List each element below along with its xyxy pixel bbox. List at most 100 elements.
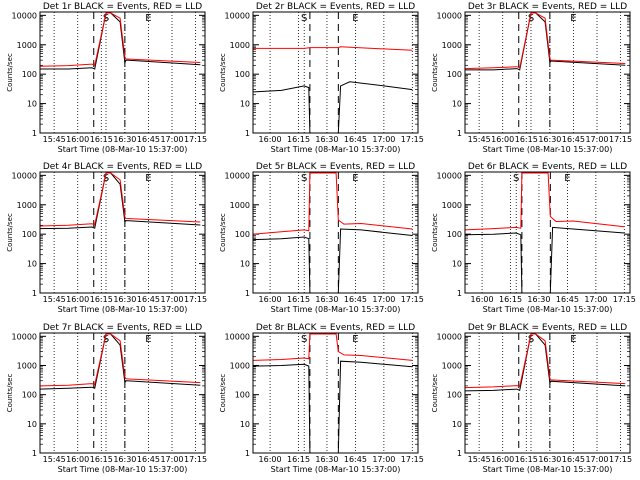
- lld-series-line: [39, 333, 201, 387]
- x-tick-label: 17:00: [372, 135, 395, 144]
- y-tick-label: 100: [235, 391, 250, 400]
- x-tick-label: 15:45: [43, 455, 66, 464]
- y-tick-label: 10: [452, 100, 462, 109]
- panel-title: Det 6r BLACK = Events, RED = LLD: [468, 162, 627, 172]
- x-tick-label: 16:45: [344, 455, 367, 464]
- x-tick-label: 16:15: [287, 135, 310, 144]
- detector-panel-5: Det 5r BLACK = Events, RED = LLD Counts/s…: [219, 162, 424, 314]
- y-axis-label: Counts/sec: [6, 374, 14, 413]
- panel-title: Det 3r BLACK = Events, RED = LLD: [468, 2, 627, 12]
- y-tick-label: 1: [32, 289, 37, 298]
- y-tick-label: 1: [457, 449, 462, 458]
- x-tick-label: 17:15: [184, 455, 207, 464]
- x-tick-label: 16:30: [113, 455, 136, 464]
- y-tick-label: 10000: [12, 11, 37, 20]
- x-tick-label: 17:15: [609, 455, 632, 464]
- y-tick-label: 1000: [230, 361, 250, 370]
- x-tick-label: 17:00: [160, 295, 183, 304]
- x-tick-label: 16:15: [90, 295, 113, 304]
- x-tick-label: 16:15: [90, 135, 113, 144]
- start-marker-label: S: [528, 13, 534, 24]
- y-tick-label: 100: [447, 391, 462, 400]
- y-tick-label: 1: [457, 289, 462, 298]
- y-axis-label: Counts/sec: [219, 213, 227, 252]
- detector-panel-2: Det 2r BLACK = Events, RED = LLD Counts/s…: [219, 2, 424, 154]
- lld-series-line: [464, 172, 625, 231]
- y-axis-label: Counts/sec: [431, 374, 439, 413]
- y-tick-label: 1: [457, 129, 462, 138]
- start-marker-label: S: [528, 334, 534, 345]
- x-tick-label: 16:45: [562, 135, 585, 144]
- lld-series-line: [464, 12, 626, 70]
- x-tick-label: 16:45: [344, 295, 367, 304]
- x-tick-label: 16:45: [137, 135, 160, 144]
- end-marker-label: E: [564, 173, 570, 184]
- lld-series-line: [39, 172, 201, 227]
- events-series-line: [464, 226, 625, 294]
- lld-series-line: [252, 333, 413, 361]
- x-tick-label: 17:15: [613, 295, 636, 304]
- x-tick-label: 17:15: [184, 295, 207, 304]
- x-axis-label: Start Time (08-Mar-10 15:37:00): [58, 145, 188, 154]
- x-tick-label: 16:15: [287, 295, 310, 304]
- x-axis-label: Start Time (08-Mar-10 15:37:00): [271, 145, 401, 154]
- x-tick-label: 17:15: [401, 455, 424, 464]
- x-tick-label: 16:30: [113, 295, 136, 304]
- x-axis-label: Start Time (08-Mar-10 15:37:00): [58, 465, 188, 474]
- end-marker-label: E: [570, 334, 576, 345]
- x-tick-label: 16:00: [66, 455, 89, 464]
- plot-frame: [252, 11, 419, 134]
- y-tick-label: 1: [245, 289, 250, 298]
- x-tick-label: 16:00: [259, 295, 282, 304]
- panel-title: Det 4r BLACK = Events, RED = LLD: [43, 162, 202, 172]
- start-marker-label: S: [301, 13, 307, 24]
- end-marker-label: E: [570, 13, 576, 24]
- y-tick-label: 10000: [437, 332, 462, 341]
- x-tick-label: 17:15: [401, 295, 424, 304]
- y-tick-label: 1000: [442, 361, 462, 370]
- y-tick-label: 10000: [225, 11, 250, 20]
- y-axis-label: Counts/sec: [6, 213, 14, 252]
- y-axis-label: Counts/sec: [431, 53, 439, 92]
- events-series-line: [252, 360, 413, 454]
- x-tick-label: 15:45: [43, 295, 66, 304]
- x-tick-label: 16:45: [344, 135, 367, 144]
- y-tick-label: 1000: [230, 41, 250, 50]
- x-tick-label: 15:45: [43, 135, 66, 144]
- end-marker-label: E: [352, 173, 358, 184]
- end-marker-label: E: [352, 13, 358, 24]
- x-tick-label: 16:30: [113, 135, 136, 144]
- y-tick-label: 10000: [437, 11, 462, 20]
- plot-frame: [464, 171, 631, 294]
- end-marker-label: E: [145, 173, 151, 184]
- panel-title: Det 5r BLACK = Events, RED = LLD: [256, 162, 415, 172]
- x-tick-label: 16:45: [137, 295, 160, 304]
- y-tick-label: 10: [240, 100, 250, 109]
- detector-panel-9: Det 9r BLACK = Events, RED = LLD Counts/s…: [431, 323, 632, 474]
- x-tick-label: 16:15: [515, 455, 538, 464]
- detector-panel-1: Det 1r BLACK = Events, RED = LLD Counts/s…: [6, 2, 207, 154]
- plot-frame: [39, 171, 206, 294]
- x-tick-label: 17:15: [609, 135, 632, 144]
- y-tick-label: 10: [240, 260, 250, 269]
- x-tick-label: 17:00: [585, 135, 608, 144]
- y-tick-label: 1000: [230, 201, 250, 210]
- panel-title: Det 1r BLACK = Events, RED = LLD: [43, 2, 202, 12]
- panel-title: Det 7r BLACK = Events, RED = LLD: [43, 323, 202, 333]
- y-tick-label: 1000: [442, 201, 462, 210]
- y-tick-label: 100: [22, 391, 37, 400]
- x-tick-label: 16:30: [315, 455, 338, 464]
- x-tick-label: 16:00: [259, 135, 282, 144]
- start-marker-label: S: [103, 13, 109, 24]
- y-axis-label: Counts/sec: [219, 53, 227, 92]
- x-axis-label: Start Time (08-Mar-10 15:37:00): [483, 145, 613, 154]
- x-tick-label: 16:30: [538, 135, 561, 144]
- y-tick-label: 100: [22, 230, 37, 239]
- x-tick-label: 16:00: [66, 135, 89, 144]
- y-tick-label: 10: [240, 420, 250, 429]
- x-tick-label: 16:15: [287, 455, 310, 464]
- end-marker-label: E: [145, 13, 151, 24]
- x-tick-label: 16:30: [538, 455, 561, 464]
- y-tick-label: 10: [27, 420, 37, 429]
